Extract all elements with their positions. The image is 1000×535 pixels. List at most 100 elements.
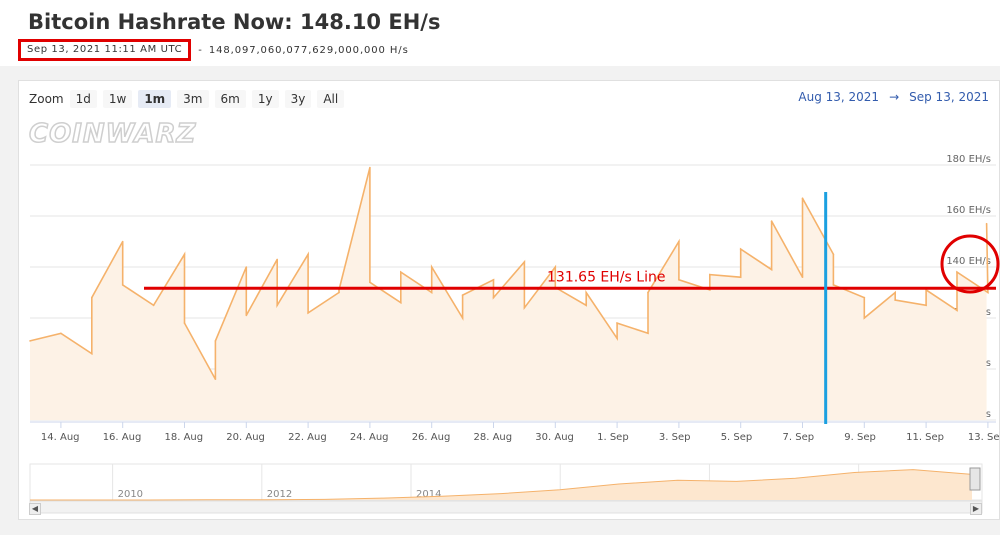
data-point <box>956 271 958 273</box>
data-point <box>214 340 217 342</box>
range-from-input[interactable]: Aug 13, 2021 <box>798 90 880 104</box>
x-tick-label: 3. Sep <box>659 432 691 443</box>
threshold-label: 131.65 EH/s Line <box>547 269 665 285</box>
x-tick-label: 7. Sep <box>783 432 815 443</box>
data-point <box>430 266 433 268</box>
data-point <box>739 276 742 279</box>
data-point <box>894 291 896 294</box>
page-header: Bitcoin Hashrate Now: 148.10 EH/s Sep 13… <box>0 0 1000 66</box>
data-point <box>369 166 371 169</box>
data-point <box>585 291 587 294</box>
separator-dash: - <box>198 44 202 56</box>
data-point <box>183 253 186 256</box>
data-point <box>60 332 62 335</box>
data-point <box>894 299 896 301</box>
data-point <box>276 304 279 307</box>
zoom-bar: Zoom 1d 1w 1m 3m 6m 1y 3y All <box>29 89 350 109</box>
x-tick-label: 18. Aug <box>165 432 204 443</box>
navigator-year-label: 2014 <box>416 489 441 500</box>
x-tick-label: 9. Sep <box>844 432 876 443</box>
data-point <box>832 253 835 256</box>
navigator-handle <box>969 467 981 491</box>
data-point <box>29 340 31 342</box>
data-point <box>183 322 186 324</box>
coinwarz-logo: COINWARZ <box>28 118 197 150</box>
scroll-right-icon[interactable]: ▶ <box>970 503 982 515</box>
hashrate-hs-value: 148,097,060,077,629,000,000 H/s <box>208 44 409 56</box>
highlight-circle <box>940 234 1000 294</box>
data-point <box>832 284 835 286</box>
zoom-1w-button[interactable]: 1w <box>102 90 133 108</box>
data-point <box>523 261 526 263</box>
data-point <box>121 240 124 243</box>
data-point <box>121 284 124 286</box>
data-point <box>214 378 217 381</box>
x-tick-label: 28. Aug <box>474 432 513 443</box>
y-tick-label: 140 EH/s <box>946 256 991 267</box>
data-point <box>678 279 680 281</box>
data-point <box>616 322 618 324</box>
x-tick-label: 22. Aug <box>288 432 327 443</box>
range-to-input[interactable]: Sep 13, 2021 <box>909 90 989 104</box>
x-tick-label: 11. Sep <box>906 432 944 443</box>
page-title: Bitcoin Hashrate Now: 148.10 EH/s <box>28 10 441 34</box>
data-point <box>678 240 680 243</box>
data-point <box>245 266 248 268</box>
navigator-line <box>30 469 973 501</box>
data-point <box>554 266 557 268</box>
data-point <box>616 337 618 340</box>
x-tick-label: 16. Aug <box>103 432 142 443</box>
scroll-left-icon[interactable]: ◀ <box>29 503 41 515</box>
navigator-year-label: 2012 <box>267 489 292 500</box>
data-point <box>647 291 649 294</box>
data-point <box>863 296 866 299</box>
range-arrow-icon: → <box>889 90 900 104</box>
navigator-area <box>30 469 972 500</box>
zoom-1m-button[interactable]: 1m <box>138 90 172 108</box>
data-point <box>91 296 93 299</box>
data-point <box>956 309 958 312</box>
data-point <box>863 317 866 319</box>
data-point <box>461 317 464 319</box>
x-tick-label: 20. Aug <box>226 432 265 443</box>
zoom-3m-button[interactable]: 3m <box>177 90 209 108</box>
zoom-6m-button[interactable]: 6m <box>214 90 246 108</box>
zoom-1d-button[interactable]: 1d <box>69 90 97 108</box>
data-point <box>925 304 927 307</box>
navigator-scrollbar <box>29 500 983 514</box>
y-tick-label: 180 EH/s <box>946 154 991 165</box>
data-point <box>770 268 773 271</box>
data-point <box>770 220 773 222</box>
data-point <box>739 248 742 250</box>
data-point <box>152 304 155 307</box>
zoom-label: Zoom <box>29 92 64 106</box>
zoom-1y-button[interactable]: 1y <box>251 90 279 108</box>
data-point <box>492 279 495 281</box>
data-point <box>585 304 587 307</box>
data-point <box>400 301 402 304</box>
x-tick-label: 26. Aug <box>412 432 451 443</box>
y-tick-label: 160 EH/s <box>946 205 991 216</box>
data-point <box>430 291 433 294</box>
navigator-year-label: 2010 <box>118 489 143 500</box>
data-point <box>338 291 340 294</box>
x-tick-label: 1. Sep <box>597 432 629 443</box>
data-point <box>985 222 988 225</box>
data-point <box>91 352 93 355</box>
data-point <box>461 294 464 296</box>
timestamp-highlight: Sep 13, 2021 11:11 AM UTC <box>18 39 192 61</box>
x-tick-label: 24. Aug <box>350 432 389 443</box>
date-range: Aug 13, 2021 → Sep 13, 2021 <box>798 90 989 104</box>
x-tick-label: 5. Sep <box>721 432 753 443</box>
data-point <box>245 314 248 317</box>
data-point <box>987 291 989 294</box>
x-tick-label: 13. Sep <box>968 432 1000 443</box>
data-point <box>307 312 309 314</box>
zoom-3y-button[interactable]: 3y <box>284 90 312 108</box>
data-point <box>492 296 495 299</box>
data-point <box>276 258 279 261</box>
zoom-all-button[interactable]: All <box>317 90 345 108</box>
data-point <box>523 307 526 309</box>
x-tick-label: 14. Aug <box>41 432 80 443</box>
